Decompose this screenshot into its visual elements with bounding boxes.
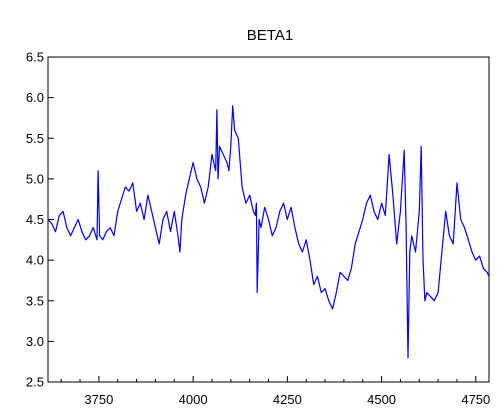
y-tick-label: 3.5 (26, 293, 44, 308)
chart-title: BETA1 (247, 27, 293, 44)
x-tick-label: 4750 (461, 392, 490, 407)
x-tick-label: 3750 (84, 392, 113, 407)
series-line (47, 105, 490, 359)
y-tick-label: 3.0 (26, 334, 44, 349)
x-tick-label: 4250 (273, 392, 302, 407)
y-tick-label: 4.5 (26, 212, 44, 227)
x-tick-label: 4500 (367, 392, 396, 407)
y-tick-label: 6.5 (26, 50, 44, 65)
y-tick-label: 5.5 (26, 131, 44, 146)
x-tick-label: 4000 (179, 392, 208, 407)
y-axis: 2.5 3.0 3.5 4.0 4.5 5.0 5.5 6.0 6.5 (26, 50, 54, 390)
y-tick-label: 5.0 (26, 171, 44, 186)
y-tick-label: 2.5 (26, 375, 44, 390)
x-axis: 3750 4000 4250 4500 4750 (60, 376, 490, 407)
series-layer (47, 105, 490, 359)
y-tick-label: 6.0 (26, 90, 44, 105)
y-tick-label: 4.0 (26, 253, 44, 268)
